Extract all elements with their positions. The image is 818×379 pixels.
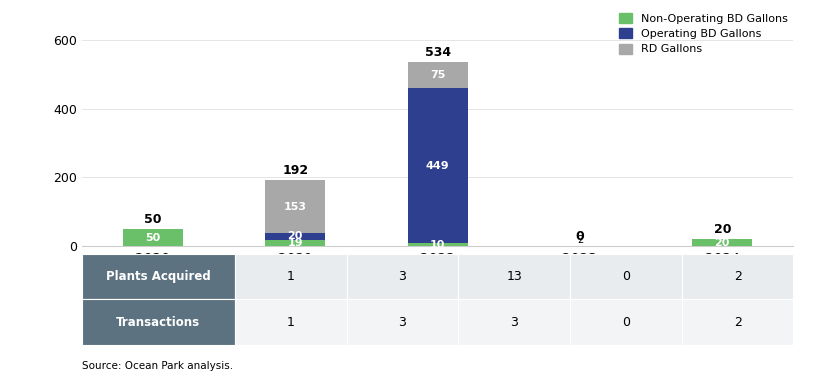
Text: 0: 0 xyxy=(622,316,630,329)
Bar xyxy=(82,299,235,345)
Bar xyxy=(570,254,681,299)
Bar xyxy=(681,299,793,345)
Text: 13: 13 xyxy=(506,270,522,283)
Text: 153: 153 xyxy=(284,202,307,211)
Text: 3: 3 xyxy=(510,316,518,329)
Bar xyxy=(681,254,793,299)
Text: 19: 19 xyxy=(287,238,303,248)
Text: 3: 3 xyxy=(398,270,407,283)
Bar xyxy=(570,299,681,345)
Text: Source: Ocean Park analysis.: Source: Ocean Park analysis. xyxy=(82,362,233,371)
Text: 192: 192 xyxy=(282,164,308,177)
Bar xyxy=(458,254,570,299)
Text: 449: 449 xyxy=(426,161,449,171)
Text: 1: 1 xyxy=(287,270,294,283)
Text: 2: 2 xyxy=(734,316,742,329)
Bar xyxy=(82,254,235,299)
Text: 20: 20 xyxy=(713,223,731,236)
Text: 534: 534 xyxy=(425,46,451,59)
Text: 0: 0 xyxy=(576,230,584,243)
Legend: Non-Operating BD Gallons, Operating BD Gallons, RD Gallons: Non-Operating BD Gallons, Operating BD G… xyxy=(618,13,788,54)
Text: 0: 0 xyxy=(622,270,630,283)
Bar xyxy=(123,229,183,246)
Bar xyxy=(458,299,570,345)
Bar xyxy=(407,63,468,88)
Text: Plants Acquired: Plants Acquired xyxy=(106,270,211,283)
Text: 20: 20 xyxy=(715,238,730,248)
Bar xyxy=(407,88,468,243)
Bar xyxy=(692,240,753,246)
Text: Transactions: Transactions xyxy=(116,316,200,329)
Bar xyxy=(235,254,347,299)
Text: 10: 10 xyxy=(430,240,445,250)
Bar xyxy=(347,254,458,299)
Text: 2: 2 xyxy=(577,235,583,244)
Text: 3: 3 xyxy=(398,316,407,329)
Text: 50: 50 xyxy=(146,233,160,243)
Text: 20: 20 xyxy=(288,231,303,241)
Bar xyxy=(235,299,347,345)
Bar xyxy=(265,233,326,240)
Text: 1: 1 xyxy=(287,316,294,329)
Text: 75: 75 xyxy=(430,70,445,80)
Bar xyxy=(265,240,326,246)
Bar xyxy=(407,243,468,246)
Bar xyxy=(347,299,458,345)
Bar xyxy=(265,180,326,233)
Text: 50: 50 xyxy=(144,213,162,226)
Text: 2: 2 xyxy=(734,270,742,283)
